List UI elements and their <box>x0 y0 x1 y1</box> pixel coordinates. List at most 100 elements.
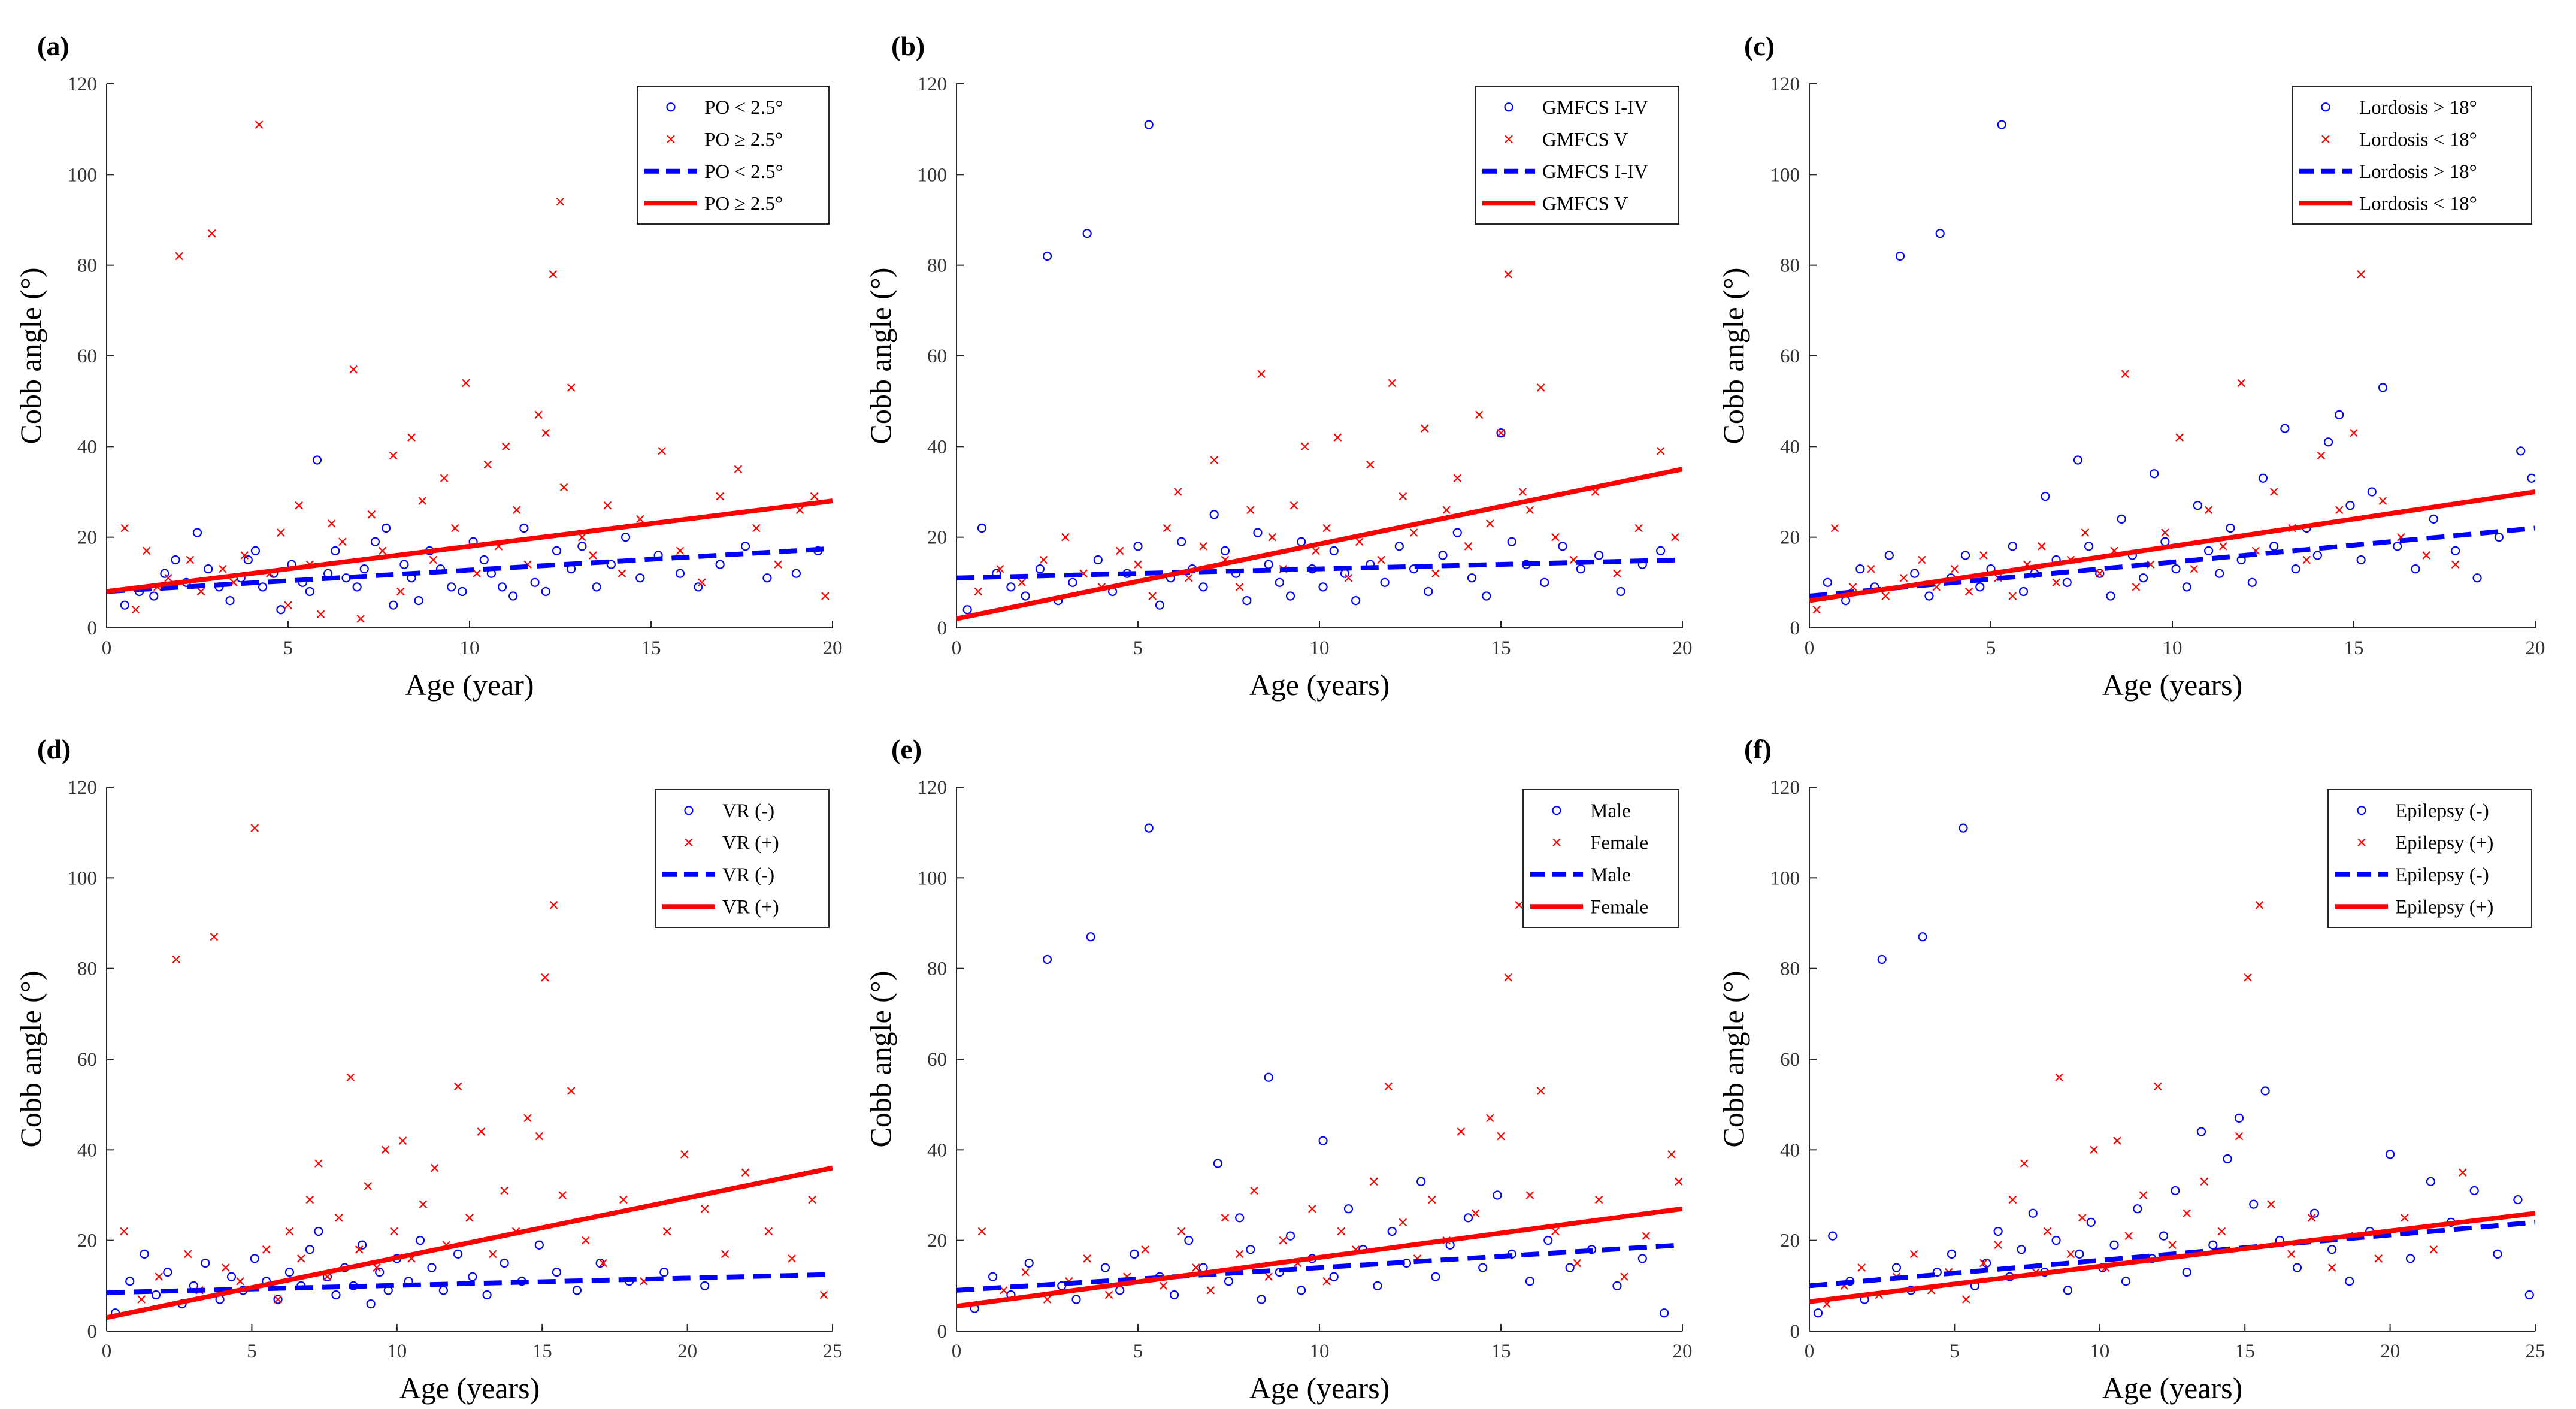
scatter-point-circle <box>2196 1127 2206 1136</box>
scatter-point-cross <box>1163 524 1172 533</box>
scatter-point-circle <box>1565 1263 1575 1272</box>
scatter-point-circle <box>1947 1249 1957 1259</box>
scatter-point-cross <box>2317 451 2326 460</box>
scatter-point-circle <box>1594 551 1604 560</box>
legend-entry: VR (-) <box>722 800 774 822</box>
scatter-point-cross <box>2357 270 2365 279</box>
scatter-point-cross <box>2020 1159 2029 1168</box>
scatter-point-circle <box>2117 514 2126 524</box>
scatter-point-cross <box>2008 1195 2017 1204</box>
x-axis-label: Age (years) <box>2102 668 2243 702</box>
y-tick-label: 0 <box>1790 618 1800 639</box>
scatter-point-cross <box>599 1259 607 1268</box>
scatter-point-circle <box>2095 569 2105 578</box>
scatter-point-cross <box>1431 569 1440 577</box>
y-tick-label: 120 <box>918 74 948 95</box>
legend-marker-circle <box>666 102 676 112</box>
scatter-point-cross <box>1518 488 1527 496</box>
scatter-point-circle <box>1855 564 1865 574</box>
scatter-point-cross <box>1104 1290 1113 1299</box>
scatter-point-circle <box>2411 564 2420 574</box>
scatter-point-circle <box>1918 932 1927 942</box>
scatter-point-cross <box>1979 1259 1988 1268</box>
scatter-point-cross <box>2052 578 2060 587</box>
legend-entry: GMFCS I-IV <box>1542 161 1648 183</box>
y-tick-label: 100 <box>1770 867 1800 889</box>
scatter-point-circle <box>1329 546 1339 555</box>
scatter-point-cross <box>1173 488 1182 496</box>
scatter-point-circle <box>530 577 540 587</box>
scatter-point-circle <box>2106 591 2115 601</box>
scatter-point-circle <box>389 600 398 610</box>
scatter-point-circle <box>2469 1186 2479 1196</box>
scatter-point-circle <box>2086 1217 2096 1227</box>
scatter-point-circle <box>2451 546 2460 555</box>
scatter-point-cross <box>431 1163 439 1172</box>
scatter-point-circle <box>2280 424 2290 433</box>
scatter-point-cross <box>1667 1150 1676 1159</box>
scatter-point-circle <box>1297 537 1306 546</box>
scatter-point-circle <box>552 1268 562 1277</box>
scatter-point-cross <box>1384 1082 1393 1091</box>
scatter-point-cross <box>1206 1286 1215 1295</box>
scatter-point-circle <box>2493 1249 2502 1259</box>
scatter-point-cross <box>2043 1227 2052 1236</box>
scatter-point-cross <box>1235 583 1244 591</box>
legend-entry: PO < 2.5° <box>704 97 783 119</box>
panel-label: (c) <box>1744 31 1775 61</box>
scatter-point-cross <box>1148 592 1157 600</box>
scatter-point-circle <box>1242 595 1252 606</box>
scatter-point-cross <box>418 497 426 505</box>
scatter-point-circle <box>2073 455 2083 465</box>
scatter-point-circle <box>497 582 507 592</box>
scatter-point-cross <box>1675 1177 1682 1186</box>
scatter-point-cross <box>1551 533 1560 542</box>
chart-panel-3: (c) 0 20 40 60 80 100 120 0 5 10 15 20 Age (years) Cob… <box>1717 31 2545 702</box>
scatter-point-circle <box>1496 428 1506 438</box>
scatter-point-cross <box>262 1245 271 1254</box>
scatter-point-circle <box>1253 528 1263 537</box>
scatter-point-cross <box>2378 497 2387 505</box>
scatter-point-cross <box>1289 501 1298 510</box>
scatter-point-cross <box>1471 1209 1480 1218</box>
scatter-point-cross <box>1497 1132 1505 1141</box>
y-tick-label: 20 <box>1780 1230 1800 1252</box>
scatter-point-cross <box>2429 1245 2438 1254</box>
scatter-point-circle <box>399 560 409 569</box>
scatter-point-cross <box>477 1127 486 1136</box>
scatter-point-cross <box>2422 551 2430 560</box>
scatter-point-circle <box>2150 469 2159 479</box>
scatter-point-circle <box>1828 1231 1838 1241</box>
scatter-point-circle <box>1424 586 1433 597</box>
scatter-point-circle <box>243 555 253 565</box>
scatter-point-circle <box>1452 528 1462 537</box>
scatter-point-cross <box>1192 1263 1200 1272</box>
scatter-point-circle <box>1558 542 1567 551</box>
trend-line-solid <box>956 1206 1682 1309</box>
scatter-point-circle <box>1257 1295 1266 1304</box>
scatter-point-cross <box>196 587 205 596</box>
scatter-point-circle <box>500 1258 509 1268</box>
scatter-point-cross <box>2235 1132 2244 1141</box>
scatter-point-cross <box>721 1250 729 1259</box>
scatter-point-circle <box>1035 564 1045 574</box>
scatter-point-cross <box>2269 488 2278 496</box>
y-tick-label: 80 <box>1780 255 1800 277</box>
scatter-point-circle <box>1144 823 1154 833</box>
scatter-point-circle <box>606 560 616 569</box>
x-tick-label: 15 <box>2344 637 2364 659</box>
scatter-point-cross <box>155 1272 164 1281</box>
y-tick-label: 100 <box>918 867 948 889</box>
scatter-point-circle <box>468 1272 477 1281</box>
scatter-point-circle <box>225 595 235 606</box>
x-tick-label: 0 <box>1805 1341 1815 1362</box>
scatter-point-cross <box>541 973 549 982</box>
trend-line-dashed <box>107 1272 833 1295</box>
scatter-point-cross <box>1141 1245 1149 1254</box>
scatter-point-cross <box>389 451 398 460</box>
scatter-point-circle <box>149 591 159 601</box>
plot-area <box>1809 120 2535 614</box>
scatter-point-circle <box>1246 1245 1255 1254</box>
scatter-point-cross <box>295 501 303 510</box>
scatter-point-circle <box>1507 537 1516 546</box>
